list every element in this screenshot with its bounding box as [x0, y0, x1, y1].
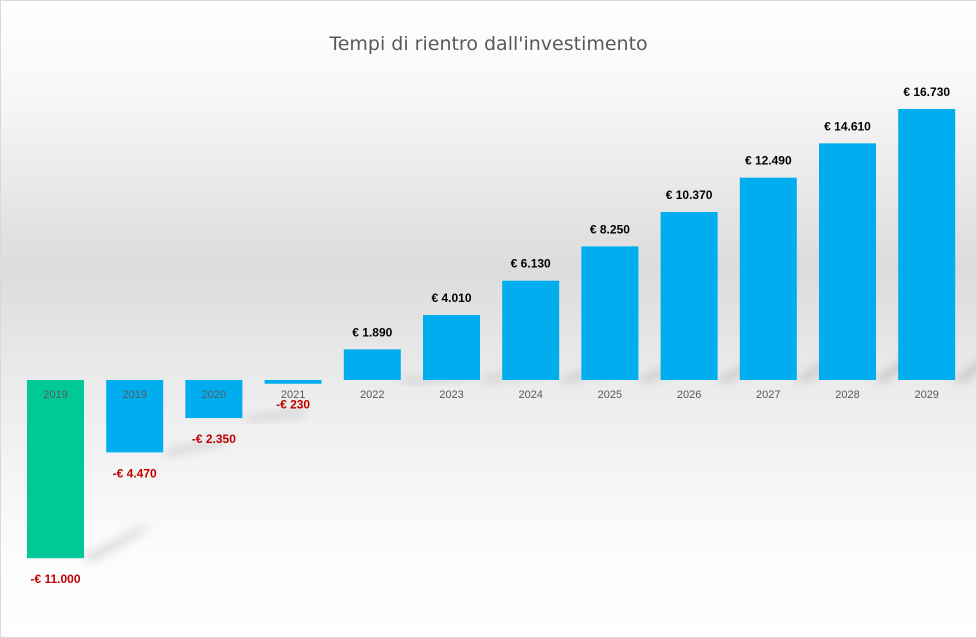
data-label: € 4.010 — [431, 291, 471, 305]
bar-8 — [660, 212, 718, 380]
data-label: € 10.370 — [666, 188, 713, 202]
bar-4 — [343, 349, 401, 380]
bar-shadow — [84, 526, 146, 561]
chart-title: Tempi di rientro dall'investimento — [329, 33, 648, 55]
bar-9 — [739, 177, 797, 380]
bar-5 — [423, 315, 480, 380]
data-label: -€ 2.350 — [192, 432, 236, 446]
data-label: € 6.130 — [511, 257, 551, 271]
category-label: 2026 — [677, 389, 701, 401]
category-label: 2022 — [360, 389, 384, 401]
category-label: 2019 — [43, 389, 67, 401]
data-label: -€ 230 — [276, 398, 310, 412]
bar-2 — [185, 380, 243, 419]
bar-shadow — [955, 364, 976, 382]
category-label: 2023 — [439, 389, 463, 401]
category-label: 2028 — [835, 389, 859, 401]
bar-shadow — [242, 411, 305, 421]
data-label: € 8.250 — [590, 222, 630, 236]
bar-3 — [264, 380, 322, 384]
category-label: 2020 — [202, 389, 226, 401]
bar-0 — [27, 380, 84, 559]
category-label: 2019 — [122, 389, 146, 401]
category-label: 2024 — [518, 389, 542, 401]
category-label: 2021 — [281, 389, 305, 401]
data-label: € 14.610 — [824, 119, 871, 133]
category-label: 2025 — [598, 389, 622, 401]
data-label: -€ 4.470 — [113, 466, 157, 480]
bar-11 — [898, 109, 956, 380]
bar-7 — [581, 246, 639, 380]
category-label: 2027 — [756, 389, 780, 401]
bar-6 — [502, 280, 560, 380]
category-label: 2029 — [914, 389, 938, 401]
data-label: € 12.490 — [745, 154, 792, 168]
data-label: € 16.730 — [903, 85, 950, 99]
bar-1 — [106, 380, 164, 453]
bar-10 — [819, 143, 876, 380]
bar-shadow — [163, 439, 226, 455]
data-label: € 1.890 — [352, 325, 392, 339]
data-label: -€ 11.000 — [30, 572, 80, 586]
